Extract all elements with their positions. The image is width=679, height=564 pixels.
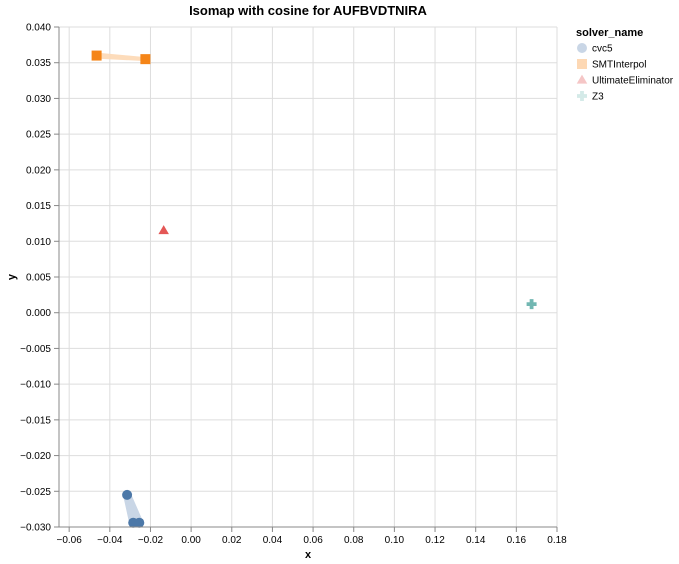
point-smtinterpol bbox=[91, 50, 102, 61]
y-axis: 0.040 0.035 0.030 0.025 0.020 0.015 0.010 0.005… bbox=[20, 23, 59, 534]
grid bbox=[59, 26, 558, 528]
chart-title: Isomap with cosine for AUFBVDTNIRA bbox=[189, 3, 427, 18]
x-tick-label: 0.12 bbox=[425, 535, 445, 546]
x-axis: −0.06 −0.04 −0.02 0.00 0.02 0.04 0.06 0.08 0.10 0… bbox=[57, 527, 567, 546]
x-tick-label: 0.04 bbox=[263, 535, 283, 546]
y-tick-label: 0.030 bbox=[26, 94, 51, 105]
point-cvc5 bbox=[122, 489, 133, 500]
y-tick-label: 0.000 bbox=[26, 308, 51, 319]
legend-label-ultimateeliminator: UltimateEliminator bbox=[592, 76, 674, 87]
y-tick-label: −0.020 bbox=[20, 451, 51, 462]
legend-symbol-smtinterpol bbox=[577, 59, 587, 69]
y-tick-label: 0.020 bbox=[26, 165, 51, 176]
point-ultimateeliminator bbox=[158, 225, 169, 235]
y-tick-label: 0.015 bbox=[26, 201, 51, 212]
y-tick-label: 0.035 bbox=[26, 58, 51, 69]
y-tick-label: 0.010 bbox=[26, 237, 51, 248]
x-tick-label: 0.06 bbox=[303, 535, 323, 546]
y-tick-label: −0.030 bbox=[20, 523, 51, 534]
x-tick-label: 0.02 bbox=[222, 535, 242, 546]
legend-symbol-cvc5 bbox=[577, 43, 587, 53]
x-tick-label: 0.00 bbox=[181, 535, 201, 546]
legend-title: solver_name bbox=[576, 27, 643, 39]
x-tick-label: 0.10 bbox=[385, 535, 405, 546]
x-tick-label: −0.02 bbox=[138, 535, 164, 546]
y-tick-label: 0.005 bbox=[26, 273, 51, 284]
x-tick-label: 0.18 bbox=[547, 535, 567, 546]
x-tick-label: −0.04 bbox=[97, 535, 123, 546]
x-tick-label: 0.08 bbox=[344, 535, 364, 546]
x-axis-title: x bbox=[305, 549, 312, 561]
series-areas bbox=[96, 52, 146, 527]
y-tick-label: 0.040 bbox=[26, 23, 51, 34]
legend-label-z3: Z3 bbox=[592, 92, 604, 103]
data-marks bbox=[91, 50, 537, 528]
y-axis-title: y bbox=[6, 273, 18, 280]
y-tick-label: 0.025 bbox=[26, 130, 51, 141]
legend-symbol-z3 bbox=[577, 91, 587, 101]
point-cvc5 bbox=[134, 517, 145, 528]
y-tick-label: −0.010 bbox=[20, 380, 51, 391]
x-tick-label: 0.14 bbox=[466, 535, 486, 546]
point-z3 bbox=[526, 299, 537, 310]
area-smtinterpol bbox=[96, 52, 146, 62]
y-tick-label: −0.005 bbox=[20, 344, 51, 355]
x-tick-label: −0.06 bbox=[57, 535, 83, 546]
x-tick-label: 0.16 bbox=[507, 535, 527, 546]
legend-label-smtinterpol: SMTInterpol bbox=[592, 60, 646, 71]
legend-symbol-ultimateeliminator bbox=[576, 74, 588, 84]
y-tick-label: −0.025 bbox=[20, 487, 51, 498]
legend: solver_name cvc5 SMTInterpol UltimateElimi… bbox=[576, 27, 674, 103]
y-tick-label: −0.015 bbox=[20, 415, 51, 426]
legend-label-cvc5: cvc5 bbox=[592, 44, 613, 55]
point-smtinterpol bbox=[140, 54, 151, 65]
